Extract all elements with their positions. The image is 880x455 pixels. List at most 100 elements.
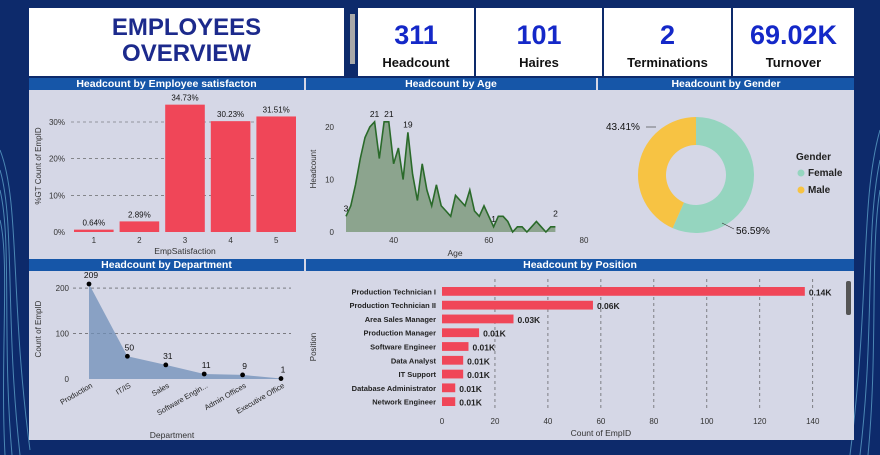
data-label: 31.51%	[263, 105, 290, 114]
kpi-label: Terminations	[627, 55, 708, 70]
x-tick-label: 120	[753, 417, 767, 426]
kpi-hires: 101 Haires	[476, 8, 602, 76]
bar	[74, 229, 114, 232]
gender-chart-title: Headcount by Gender	[598, 78, 854, 90]
data-label: 0.01K	[467, 370, 491, 380]
x-tick-label: Production	[58, 381, 94, 407]
y-axis-title: Count of EmpID	[34, 300, 43, 357]
y-axis-title: Position	[309, 333, 318, 361]
x-axis-title: Age	[447, 248, 462, 258]
legend-marker	[797, 169, 805, 177]
pie-slice	[638, 117, 696, 229]
x-tick-label: 60	[484, 236, 493, 245]
y-tick-label: 10	[325, 176, 334, 185]
x-tick-label: 2	[137, 236, 142, 245]
kpi-headcount: 311 Headcount	[358, 8, 474, 76]
kpi-turnover: 69.02K Turnover	[733, 8, 854, 76]
bar	[442, 314, 514, 324]
legend-title: Gender	[796, 152, 831, 163]
x-tick-label: 140	[806, 417, 820, 426]
kpi-value: 101	[516, 20, 562, 50]
kpi-value: 69.02K	[749, 20, 838, 50]
y-tick-label: Production Technician II	[349, 301, 436, 310]
kpi-label: Haires	[519, 55, 559, 70]
age-line	[345, 119, 556, 234]
gender-donut-chart[interactable]: 56.59% 43.41% Gender Female Male	[598, 90, 854, 258]
bar	[442, 328, 480, 338]
kpi-value: 2	[659, 20, 676, 50]
x-tick-label: 60	[596, 417, 605, 426]
y-tick-label: IT Support	[399, 370, 437, 379]
data-label: 19	[403, 119, 413, 129]
position-bar-chart[interactable]: 0 20 40 60 80 100 120 140 Production Technician …	[306, 271, 854, 440]
data-label: 0.64%	[82, 219, 105, 228]
x-tick-label: 100	[700, 417, 714, 426]
legend-label: Female	[808, 168, 843, 179]
age-area-chart[interactable]: 0 10 20 40 60 80 3 21 21 19 1 2 Age Headcount	[306, 90, 596, 258]
x-tick-label: 4	[228, 236, 233, 245]
x-tick-label: 1	[92, 236, 97, 245]
y-tick-label: 0	[330, 228, 335, 237]
data-label: 2	[553, 209, 558, 219]
satisfaction-bar-chart[interactable]: 0% 10% 20% 30% 0.64% 1 2.89% 2 34.73% 3 30.23% 4 31.…	[29, 90, 304, 258]
bar	[442, 342, 469, 351]
dashboard-title-line2: OVERVIEW	[122, 40, 251, 67]
y-tick-label: 0	[65, 375, 70, 384]
data-label: 50	[125, 342, 135, 352]
kpi-value: 311	[394, 20, 438, 50]
y-tick-label: 20	[325, 123, 334, 132]
y-tick-label: 30%	[49, 118, 65, 127]
x-tick-label: 80	[649, 417, 658, 426]
legend-label: Male	[808, 185, 831, 196]
data-label: 2.89%	[128, 210, 151, 219]
y-tick-label: 100	[56, 330, 70, 339]
bar	[442, 369, 464, 379]
data-point	[163, 362, 169, 368]
y-axis-title: %GT Count of EmpID	[34, 127, 43, 204]
position-chart-title: Headcount by Position	[306, 259, 854, 271]
department-area-chart[interactable]: 0100200209Production50IT/IS31Sales11Soft…	[29, 271, 304, 440]
y-tick-label: 200	[56, 284, 70, 293]
title-divider	[350, 14, 355, 64]
kpi-label: Turnover	[765, 55, 822, 70]
y-tick-label: Area Sales Manager	[365, 315, 436, 324]
data-label: 34.73%	[171, 94, 198, 103]
department-area	[89, 284, 281, 379]
data-label: 3	[344, 203, 349, 213]
x-tick-label: 3	[183, 236, 188, 245]
slice-label: 43.41%	[606, 122, 640, 133]
y-tick-label: 20%	[49, 155, 65, 164]
slice-label: 56.59%	[736, 226, 770, 237]
y-tick-label: Network Engineer	[372, 398, 436, 407]
y-tick-label: 0%	[53, 228, 65, 237]
legend-marker	[797, 186, 805, 194]
data-label: 0.01K	[459, 398, 483, 408]
data-point	[278, 376, 284, 381]
bar	[442, 300, 593, 310]
data-label: 209	[84, 271, 98, 280]
data-label: 0.01K	[472, 343, 496, 353]
dashboard-title-line1: EMPLOYEES	[111, 14, 262, 41]
data-label: 31	[163, 351, 173, 361]
bar	[442, 397, 456, 406]
x-tick-label: IT/IS	[114, 381, 132, 397]
kpi-label: Headcount	[382, 55, 450, 70]
y-tick-label: Database Administrator	[352, 384, 436, 393]
y-tick-label: Software Engineer	[370, 343, 436, 352]
y-tick-label: Production Manager	[363, 329, 436, 338]
title-box: EMPLOYEES OVERVIEW	[29, 8, 344, 76]
bar	[442, 355, 464, 365]
data-label: 1	[491, 214, 496, 224]
bar	[210, 121, 251, 232]
bar	[442, 383, 456, 393]
data-label: 30.23%	[217, 110, 244, 119]
leader-line	[721, 222, 735, 230]
data-point	[125, 353, 130, 359]
x-tick-label: 40	[389, 236, 398, 245]
x-axis-title: Count of EmpID	[571, 428, 631, 438]
bar	[165, 104, 205, 232]
x-axis-title: Department	[150, 430, 195, 440]
data-label: 0.14K	[809, 287, 833, 297]
scrollbar-thumb[interactable]	[846, 281, 851, 315]
